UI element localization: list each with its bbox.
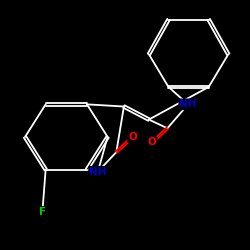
Text: NH: NH [89,167,106,177]
Text: O: O [148,138,156,147]
Text: F: F [39,207,46,217]
Text: O: O [128,132,137,142]
Text: NH: NH [179,99,197,109]
